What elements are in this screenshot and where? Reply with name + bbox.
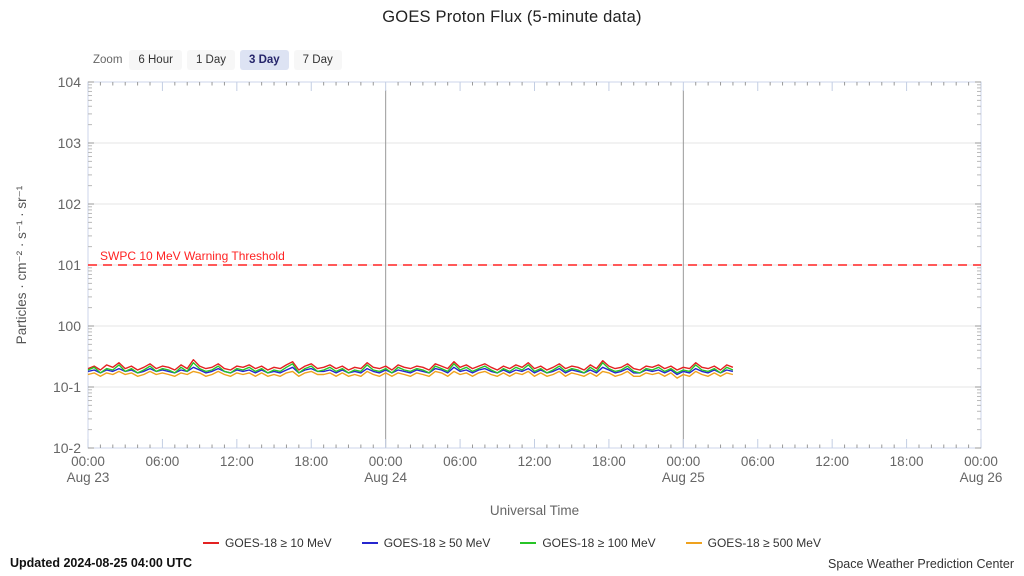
x-tick-time-label: 00:00 — [666, 454, 701, 469]
zoom-label: Zoom — [93, 54, 123, 66]
legend-line-swatch-orange — [685, 542, 702, 544]
x-tick-time-label: 00:00 — [964, 454, 998, 469]
series-line-0 — [87, 359, 734, 371]
x-tick-time-label: 12:00 — [219, 454, 254, 469]
x-tick-time-label: 06:00 — [740, 454, 775, 469]
legend-item-10mev[interactable]: GOES-18 ≥ 10 MeV — [203, 536, 332, 550]
legend-item-50mev[interactable]: GOES-18 ≥ 50 MeV — [361, 536, 491, 550]
credit-text: Space Weather Prediction Center — [828, 557, 1014, 571]
series-line-1 — [87, 366, 734, 376]
updated-timestamp: Updated 2024-08-25 04:00 UTC — [10, 556, 193, 570]
legend-item-500mev[interactable]: GOES-18 ≥ 500 MeV — [685, 536, 821, 550]
y-tick-label: 10-2 — [52, 440, 81, 456]
legend-line-swatch-blue — [361, 542, 378, 544]
y-tick-label: 103 — [57, 135, 81, 151]
x-tick-time-label: 06:00 — [145, 454, 180, 469]
zoom-button-6hour[interactable]: 6 Hour — [129, 50, 182, 70]
legend-item-100mev[interactable]: GOES-18 ≥ 100 MeV — [520, 536, 656, 550]
x-tick-date-label: Aug 24 — [364, 470, 408, 485]
x-tick-date-label: Aug 25 — [661, 470, 705, 485]
y-tick-label: 102 — [57, 196, 81, 212]
y-tick-label: 100 — [57, 318, 81, 334]
legend-label: GOES-18 ≥ 50 MeV — [383, 536, 491, 550]
legend-label: GOES-18 ≥ 100 MeV — [542, 536, 656, 550]
legend-line-swatch-red — [203, 542, 220, 544]
x-tick-time-label: 18:00 — [294, 454, 329, 469]
y-tick-label: 104 — [57, 74, 81, 90]
x-tick-time-label: 00:00 — [71, 454, 105, 469]
legend-label: GOES-18 ≥ 500 MeV — [707, 536, 821, 550]
threshold-label: SWPC 10 MeV Warning Threshold — [100, 249, 285, 263]
series-line-2 — [87, 362, 734, 374]
x-tick-time-label: 18:00 — [592, 454, 626, 469]
x-tick-date-label: Aug 26 — [959, 470, 1003, 485]
x-tick-time-label: 18:00 — [889, 454, 924, 469]
legend: GOES-18 ≥ 10 MeV GOES-18 ≥ 50 MeV GOES-1… — [0, 536, 1024, 550]
series-line-3 — [87, 370, 734, 379]
x-tick-date-label: Aug 23 — [66, 470, 110, 485]
zoom-button-3day[interactable]: 3 Day — [239, 50, 289, 70]
chart-title: GOES Proton Flux (5-minute data) — [382, 8, 642, 26]
y-tick-label: 101 — [57, 257, 81, 273]
zoom-range-selector: Zoom 6 Hour 1 Day 3 Day 7 Day — [93, 50, 347, 70]
x-axis-title: Universal Time — [489, 503, 580, 518]
y-tick-label: 10-1 — [52, 379, 81, 395]
zoom-button-1day[interactable]: 1 Day — [186, 50, 235, 70]
x-tick-time-label: 12:00 — [517, 454, 552, 469]
x-tick-time-label: 12:00 — [815, 454, 850, 469]
legend-line-swatch-green — [520, 542, 537, 544]
legend-label: GOES-18 ≥ 10 MeV — [225, 536, 332, 550]
x-tick-time-label: 00:00 — [368, 454, 403, 469]
zoom-button-7day[interactable]: 7 Day — [293, 50, 342, 70]
x-tick-time-label: 06:00 — [443, 454, 477, 469]
